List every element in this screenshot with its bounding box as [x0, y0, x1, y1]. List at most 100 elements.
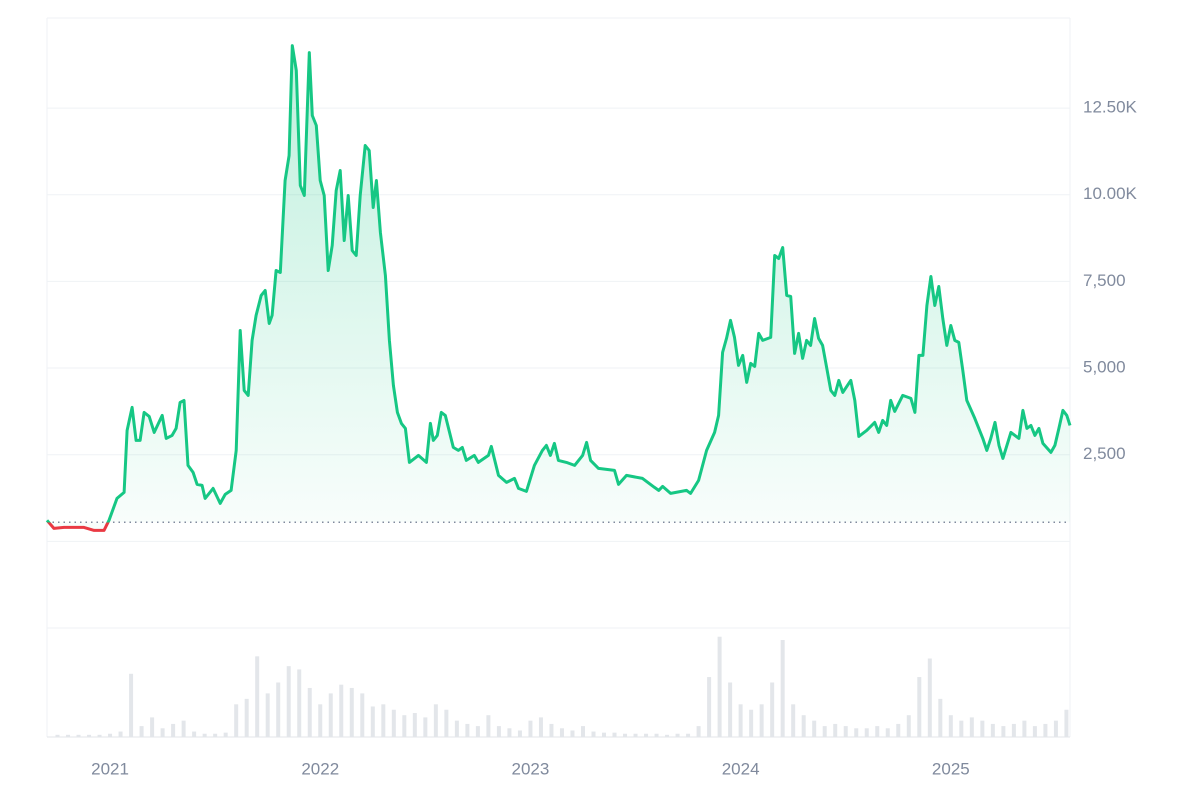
volume-bar	[1022, 720, 1027, 737]
volume-bar	[717, 636, 722, 737]
volume-bar	[423, 717, 428, 737]
volume-bar	[444, 709, 449, 737]
volume-bar	[160, 728, 165, 737]
volume-bar	[686, 733, 691, 737]
volume-bar	[349, 687, 354, 737]
volume-bar	[948, 715, 953, 737]
volume-bar	[265, 693, 270, 737]
volume-bar	[139, 726, 144, 737]
volume-bar	[749, 709, 754, 737]
volume-bar	[896, 723, 901, 737]
volume-bar	[192, 731, 197, 737]
volume-bar	[633, 733, 638, 737]
y-tick-label: 2,500	[1083, 444, 1126, 463]
volume-bar	[885, 728, 890, 737]
volume-bar	[938, 698, 943, 737]
volume-bar	[612, 732, 617, 737]
volume-bar	[843, 726, 848, 737]
volume-bar	[66, 734, 71, 737]
volume-bar	[381, 704, 386, 737]
volume-bar	[990, 723, 995, 737]
volume-bar	[833, 723, 838, 737]
volume-bar	[55, 734, 60, 737]
volume-bar	[875, 726, 880, 737]
volume-bar	[1064, 709, 1069, 737]
volume-bar	[528, 720, 533, 737]
volume-bar	[980, 720, 985, 737]
volume-bar	[602, 732, 607, 737]
volume-bar	[969, 717, 974, 737]
volume-bar	[465, 723, 470, 737]
volume-bar	[108, 733, 113, 737]
volume-bar	[370, 706, 375, 737]
x-tick-label: 2024	[722, 759, 760, 778]
volume-bar	[1043, 723, 1048, 737]
volume-bar	[517, 730, 522, 737]
x-tick-label: 2022	[301, 759, 339, 778]
volume-bar	[339, 684, 344, 737]
y-tick-label: 12.50K	[1083, 98, 1138, 117]
volume-bar	[202, 733, 207, 737]
volume-bar	[728, 682, 733, 737]
x-tick-label: 2025	[932, 759, 970, 778]
volume-bar	[559, 728, 564, 737]
price-area	[47, 45, 1070, 531]
volume-bar	[276, 682, 281, 737]
volume-bar	[791, 704, 796, 737]
volume-bar	[623, 733, 628, 737]
volume-bar	[770, 682, 775, 737]
volume-bar	[759, 704, 764, 737]
volume-bar	[696, 726, 701, 737]
y-tick-label: 5,000	[1083, 358, 1126, 377]
volume-bar	[507, 728, 512, 737]
volume-bar	[244, 698, 249, 737]
volume-bar	[150, 717, 155, 737]
volume-bar	[412, 713, 417, 737]
volume-bar	[360, 693, 365, 737]
volume-bar	[223, 732, 228, 737]
volume-bar	[213, 733, 218, 737]
volume-bar	[538, 717, 543, 737]
x-tick-label: 2023	[512, 759, 550, 778]
volume-bar	[496, 726, 501, 737]
volume-bar	[780, 639, 785, 737]
y-tick-label: 10.00K	[1083, 184, 1138, 203]
volume-bar	[927, 658, 932, 737]
volume-bar	[822, 726, 827, 737]
volume-bar	[707, 677, 712, 737]
volume-bar	[812, 720, 817, 737]
volume-bar	[854, 728, 859, 737]
volume-bar	[644, 733, 649, 737]
volume-bar	[255, 656, 260, 737]
volume-bar	[297, 669, 302, 737]
x-tick-label: 2021	[91, 759, 129, 778]
volume-bar	[654, 733, 659, 737]
volume-bar	[118, 731, 123, 737]
volume-bar	[570, 730, 575, 737]
volume-bar	[97, 734, 102, 737]
volume-bar	[959, 720, 964, 737]
volume-bar	[318, 704, 323, 737]
volume-bar	[433, 704, 438, 737]
volume-bar	[917, 677, 922, 737]
volume-bar	[87, 734, 92, 737]
volume-bar	[286, 666, 291, 737]
volume-bar	[1053, 720, 1058, 737]
volume-bar	[234, 704, 239, 737]
volume-bar	[307, 687, 312, 737]
volume-bar	[906, 715, 911, 737]
volume-bar	[171, 723, 176, 737]
volume-bar	[454, 720, 459, 737]
volume-bar	[591, 731, 596, 737]
volume-bar	[391, 709, 396, 737]
volume-bar	[129, 673, 134, 737]
volume-bar	[1001, 726, 1006, 737]
volume-bar	[76, 734, 81, 737]
volume-bar	[675, 733, 680, 737]
volume-bar	[475, 726, 480, 737]
volume-bar	[864, 728, 869, 737]
price-line	[45, 44, 1072, 532]
volume-bar	[738, 704, 743, 737]
volume-bar	[328, 693, 333, 737]
y-tick-label: 7,500	[1083, 271, 1126, 290]
